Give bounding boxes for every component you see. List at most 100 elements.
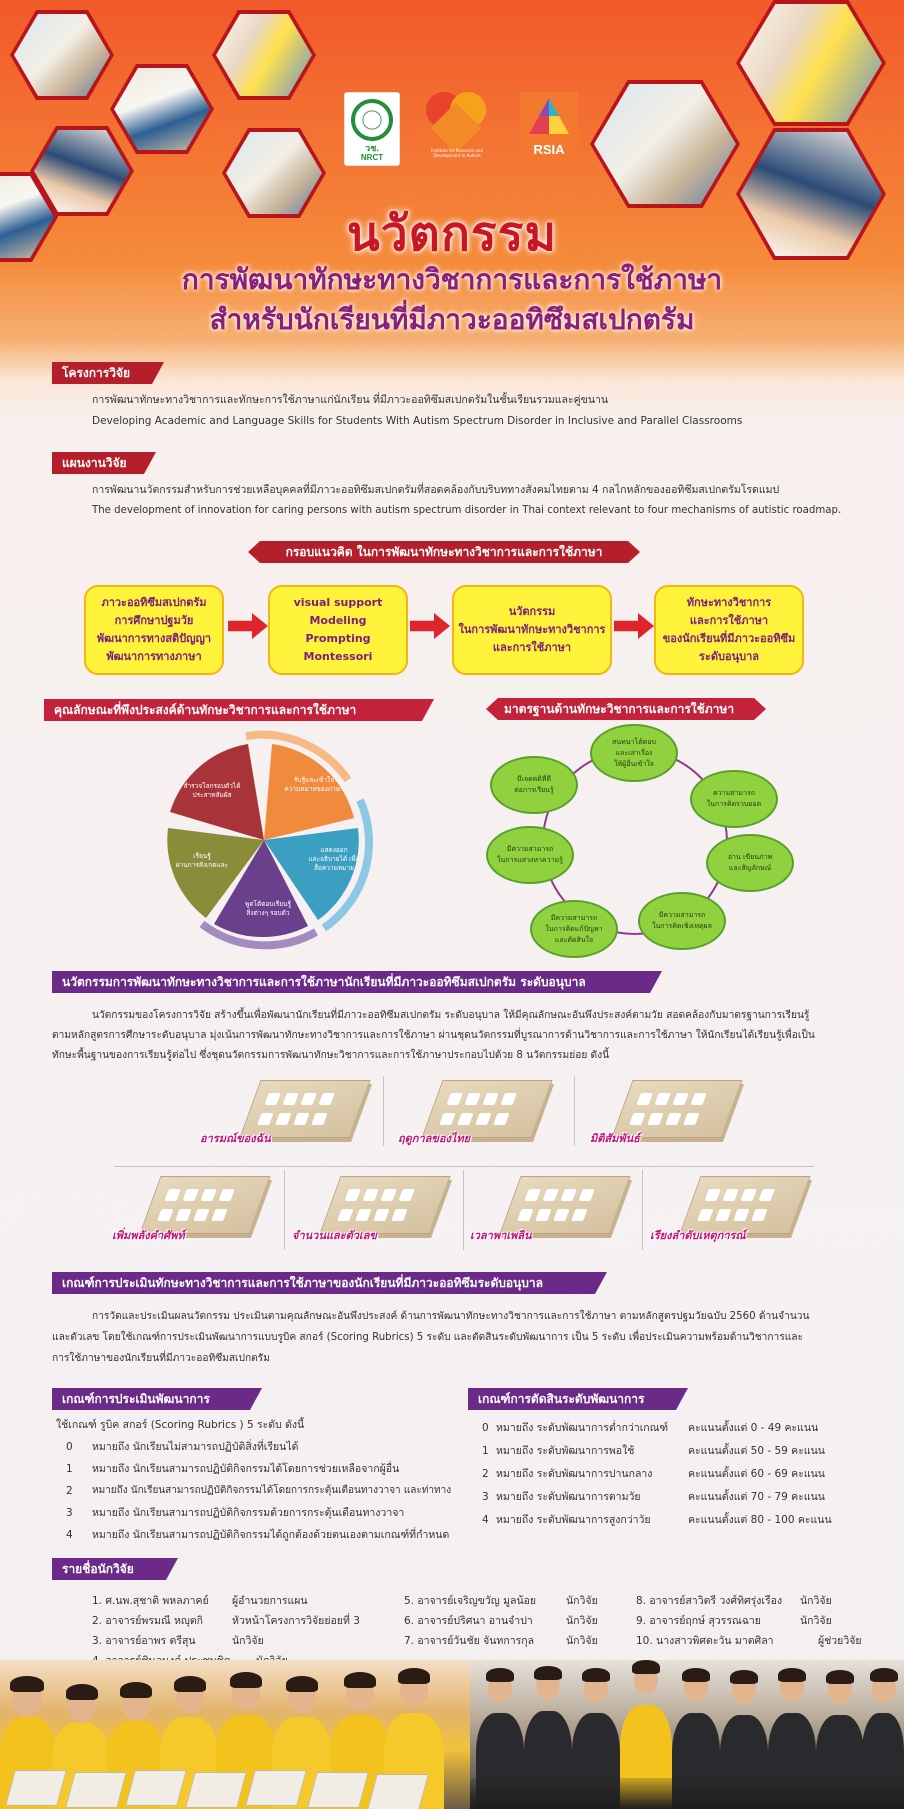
divider xyxy=(574,1076,575,1146)
level-range: คะแนนตั้งแต่ 50 - 59 คะแนน xyxy=(688,1445,825,1457)
pie-ring xyxy=(199,920,318,950)
level-range: คะแนนตั้งแต่ 0 - 49 คะแนน xyxy=(688,1422,819,1434)
standard-item: ความสามารถ ในการคิดรวบยอด xyxy=(690,770,778,828)
rubric-text: หมายถึง นักเรียนสามารถปฏิบัติกิจกรรมได้ถ… xyxy=(92,1529,450,1541)
standard-item-line: มีเจตคติที่ดี xyxy=(516,775,552,783)
arrow-right-icon xyxy=(410,613,450,639)
standard-item-line: สนทนาโต้ตอบ xyxy=(612,737,656,746)
assessment-heading: เกณฑ์การประเมินทักษะทางวิชาการและการใช้ภ… xyxy=(52,1272,607,1294)
pie-slice-label-line: แสดงออก xyxy=(320,846,348,854)
level-range: คะแนนตั้งแต่ 80 - 100 คะแนน xyxy=(688,1514,832,1526)
level-number: 0 xyxy=(482,1422,489,1434)
standard-item-line: มีความสามารถ xyxy=(550,913,598,922)
rubric-number: 1 xyxy=(66,1463,73,1475)
researcher-name: 6. อาจารย์ปริศนา อานจำปา xyxy=(404,1615,533,1627)
researcher-role: นักวิจัย xyxy=(800,1595,832,1607)
researcher-role: นักวิจัย xyxy=(566,1635,598,1647)
rubric-number: 2 xyxy=(66,1485,73,1497)
pie-slice-label: พูดโต้ตอบเรียนรู้ สิ่งต่างๆ รอบตัว xyxy=(238,900,298,918)
photo-hex xyxy=(10,10,114,100)
team-photo xyxy=(0,1660,904,1809)
pie-slice-label-line: สำรวจโลกรอบตัวได้ xyxy=(183,782,241,790)
standard-item-line: ให้ผู้อื่นเข้าใจ xyxy=(614,759,654,768)
pie-slice-label-line: สื่อความหมาย xyxy=(314,864,354,872)
framework-box-line: นวัตกรรม xyxy=(508,605,556,618)
pie-slice xyxy=(264,828,359,920)
researcher-role: นักวิจัย xyxy=(566,1615,598,1627)
arrow-right-icon xyxy=(614,613,654,639)
framework-box-line: ในการพัฒนาทักษะทางวิชาการ xyxy=(458,623,606,636)
pie-slice xyxy=(170,744,264,840)
rubric-text: หมายถึง นักเรียนไม่สามารถปฏิบัติสิ่งที่เ… xyxy=(92,1441,299,1453)
page-title: นวัตกรรม xyxy=(346,206,558,262)
plan-title-th: การพัฒนานวัตกรรมสำหรับการช่วยเหลือบุคคลท… xyxy=(92,484,780,496)
divider xyxy=(463,1170,464,1250)
standards-cycle-diagram: สนทนาโต้ตอบ และเล่าเรื่อง ให้ผู้อื่นเข้า… xyxy=(470,724,800,964)
standard-item-line: ความสามารถ xyxy=(713,789,755,797)
level-number: 3 xyxy=(482,1491,489,1503)
characteristics-pie-svg xyxy=(167,730,374,950)
characteristics-heading: คุณลักษณะที่พึงประสงค์ด้านทักษะวิชาการแล… xyxy=(44,699,434,721)
framework-box-foundation: ภาวะออทิซึมสเปกตรัม การศึกษาปฐมวัย พัฒนา… xyxy=(84,585,224,675)
researcher-name: 5. อาจารย์เจริญขวัญ มูลน้อย xyxy=(404,1595,537,1607)
level-number: 1 xyxy=(482,1445,489,1457)
framework-box-outcome: ทักษะทางวิชาการ และการใช้ภาษา ของนักเรีย… xyxy=(654,585,804,675)
institute-logo: Institute for Research and Development i… xyxy=(418,88,496,160)
researcher-name: 8. อาจารย์สาวิตรี วงศ์ทิศรุ่งเรือง xyxy=(636,1595,783,1607)
pie-ring xyxy=(245,730,352,783)
rubric-number: 4 xyxy=(66,1529,73,1541)
page-subtitle-line2: สำหรับนักเรียนที่มีภาวะออทิซึมสเปกตรัม xyxy=(209,303,695,336)
pie-slice-label-line: ผ่านการสังเกตและ xyxy=(175,861,229,869)
standard-item-line: ในการคิดแก้ปัญหา xyxy=(545,924,603,933)
pie-ring xyxy=(321,798,374,932)
rubric-text: หมายถึง นักเรียนสามารถปฏิบัติกิจกรรมด้วย… xyxy=(92,1507,405,1519)
photo-hex xyxy=(212,10,316,100)
innovation-heading: นวัตกรรมการพัฒนาทักษะทางวิชาการและการใช้… xyxy=(52,971,662,993)
framework-heading: กรอบแนวคิด ในการพัฒนาทักษะทางวิชาการและก… xyxy=(248,541,640,563)
researcher-role: หัวหน้าโครงการวิจัยย่อยที่ 3 xyxy=(232,1615,360,1627)
researcher-role: ผู้อำนวยการแผน xyxy=(232,1595,308,1607)
framework-box-methods: visual support Modeling Prompting Montes… xyxy=(268,585,408,675)
standard-item-line: ต่อการเรียนรู้ xyxy=(514,786,554,794)
standard-item: มีความสามารถ ในการคิดแก้ปัญหา และตัดสินใ… xyxy=(530,900,618,958)
kit-row-divider xyxy=(114,1166,814,1167)
divider xyxy=(383,1076,384,1146)
kit-label-sequencing: เรียงลำดับเหตุการณ์ xyxy=(650,1229,746,1242)
photo-hex xyxy=(590,80,740,208)
framework-box-line: ของนักเรียนที่มีภาวะออทิซึม xyxy=(662,632,796,645)
standard-item: มีความสามารถ ในการแสวงหาความรู้ xyxy=(486,826,574,884)
kit-label-numbers: จำนวนและตัวเลข xyxy=(292,1229,377,1242)
standard-item: มีความสามารถ ในการคิดเชิงเหตุผล xyxy=(638,892,726,950)
divider xyxy=(284,1170,285,1250)
levels-heading: เกณฑ์การตัดสินระดับพัฒนาการ xyxy=(468,1388,688,1410)
standard-item: มีเจตคติที่ดี ต่อการเรียนรู้ xyxy=(490,756,578,814)
pie-slice-label-line: พูดโต้ตอบเรียนรู้ xyxy=(245,900,291,908)
project-heading: โครงการวิจัย xyxy=(52,362,164,384)
standard-item-line: ในการคิดเชิงเหตุผล xyxy=(652,922,712,930)
pie-slice-label-line: ความหมายของภาษา xyxy=(284,785,344,793)
framework-box-line: Prompting xyxy=(305,632,371,645)
innovation-paragraph-line: ทักษะพื้นฐานของการเรียนรู้ต่อไป ซึ่งชุดน… xyxy=(52,1050,610,1061)
assessment-paragraph-line: การใช้ภาษาของนักเรียนที่มีภาวะออทิซึมสเป… xyxy=(52,1353,270,1364)
kit-label-spatial: มิติสัมพันธ์ xyxy=(590,1132,640,1145)
level-range: คะแนนตั้งแต่ 70 - 79 คะแนน xyxy=(688,1491,825,1503)
standard-item-line: มีความสามารถ xyxy=(506,845,554,853)
pie-slice-label-line: และอธิบายได้ เพื่อ xyxy=(308,855,360,863)
pie-slice xyxy=(167,828,264,918)
rubric-heading: เกณฑ์การประเมินพัฒนาการ xyxy=(52,1388,262,1410)
pie-slice xyxy=(214,840,308,938)
assessment-paragraph-line: และตัวเลข โดยใช้เกณฑ์การประเมินพัฒนาการแ… xyxy=(52,1332,804,1343)
level-text: หมายถึง ระดับพัฒนาการปานกลาง xyxy=(496,1468,653,1480)
standard-item-line: และเล่าเรื่อง xyxy=(615,748,653,757)
rubric-text: หมายถึง นักเรียนสามารถปฏิบัติกิจกรรมได้โ… xyxy=(92,1463,400,1475)
nrct-emblem-icon xyxy=(351,99,393,141)
rubric-number: 0 xyxy=(66,1441,73,1453)
level-number: 4 xyxy=(482,1514,489,1526)
researcher-name: 9. อาจารย์ฤกษ์ สุวรรณฉาย xyxy=(636,1615,761,1627)
photo-hex xyxy=(736,0,886,126)
pie-slice-label-line: รับรู้และเข้าใจ xyxy=(293,776,335,784)
nrct-logo: วช. NRCT xyxy=(344,92,400,166)
standard-item-line: และสัญลักษณ์ xyxy=(728,864,772,872)
researcher-name: 2. อาจารย์พรมณี หญุตกิ xyxy=(92,1615,204,1627)
rsia-logo: RSIA xyxy=(520,92,578,166)
